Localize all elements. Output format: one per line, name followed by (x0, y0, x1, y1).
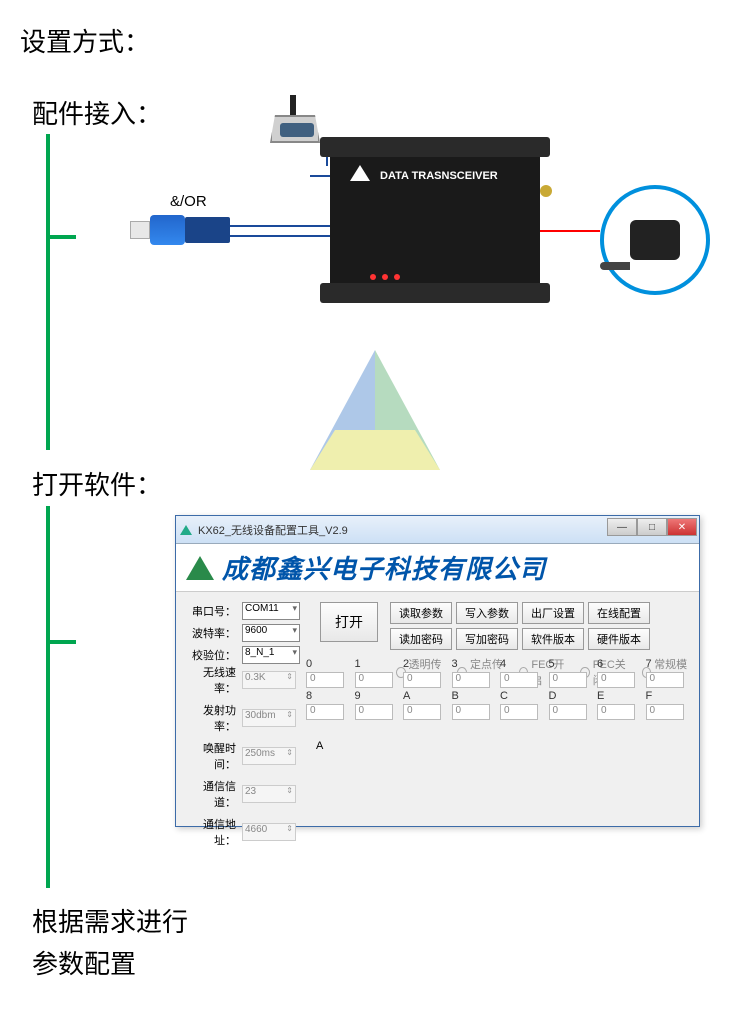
hex-h-1: 1 (355, 658, 396, 670)
select-channel[interactable]: 23 (242, 785, 296, 803)
flow-tick-2 (46, 640, 76, 644)
hex-cell[interactable]: 0 (500, 672, 538, 688)
hex-h-9: 9 (355, 690, 396, 702)
config-software-window: KX62_无线设备配置工具_V2.9 — □ ✕ 成都鑫兴电子科技有限公司 串口… (175, 515, 700, 827)
hardware-diagram: &/OR DATA TRASNSCEIVER (130, 135, 710, 335)
btn-factory[interactable]: 出厂设置 (522, 602, 584, 624)
select-com[interactable]: COM11 (242, 602, 300, 620)
btn-sw-ver[interactable]: 软件版本 (522, 628, 584, 650)
hex-cell[interactable]: 0 (355, 672, 393, 688)
open-button[interactable]: 打开 (320, 602, 378, 642)
step3-title-b: 参数配置 (32, 944, 136, 981)
hex-h-0: 0 (306, 658, 347, 670)
watermark-logo (290, 340, 460, 490)
hex-cell[interactable]: 0 (403, 672, 441, 688)
label-wakeup: 唤醒时间： (184, 740, 236, 772)
hex-cell[interactable]: 0 (403, 704, 441, 720)
hex-h-2: 2 (403, 658, 444, 670)
power-adapter (630, 220, 680, 260)
hex-h-F: F (646, 690, 687, 702)
select-tx-power[interactable]: 30dbm (242, 709, 296, 727)
hex-h-3: 3 (452, 658, 493, 670)
btn-hw-ver[interactable]: 硬件版本 (588, 628, 650, 650)
window-title: KX62_无线设备配置工具_V2.9 (198, 522, 348, 538)
hex-cell[interactable]: 0 (355, 704, 393, 720)
hex-cell[interactable]: 0 (646, 704, 684, 720)
power-line (540, 230, 600, 232)
hex-h-E: E (597, 690, 638, 702)
step3-title-a: 根据需求进行 (32, 902, 188, 939)
hex-cell[interactable]: 0 (306, 672, 344, 688)
select-addr[interactable]: 4660 (242, 823, 296, 841)
maximize-button[interactable]: □ (637, 518, 667, 536)
flow-tick-1 (46, 235, 76, 239)
btn-write-pwd[interactable]: 写加密码 (456, 628, 518, 650)
andor-label: &/OR (170, 193, 207, 210)
hex-cell[interactable]: 0 (452, 672, 490, 688)
hex-h-C: C (500, 690, 541, 702)
company-banner: 成都鑫兴电子科技有限公司 (176, 544, 699, 592)
btn-read-params[interactable]: 读取参数 (390, 602, 452, 624)
select-wakeup[interactable]: 250ms (242, 747, 296, 765)
hex-h-D: D (549, 690, 590, 702)
company-logo-icon (186, 556, 214, 580)
antenna-port (540, 185, 552, 197)
conn-serial-v (326, 156, 328, 166)
titlebar: KX62_无线设备配置工具_V2.9 — □ ✕ (176, 516, 699, 544)
flow-line-2 (46, 506, 50, 888)
main-title: 设置方式： (20, 22, 150, 59)
label-addr: 通信地址： (184, 816, 236, 848)
conn-usb-2 (230, 235, 332, 237)
hex-h-5: 5 (549, 658, 590, 670)
hex-cell[interactable]: 0 (549, 672, 587, 688)
hex-h-4: 4 (500, 658, 541, 670)
data-transceiver-device: DATA TRASNSCEIVER (330, 145, 540, 295)
step1-title: 配件接入： (32, 94, 162, 131)
label-baud: 波特率： (184, 625, 236, 641)
left-params: 无线速率：0.3K 发射功率：30dbm 唤醒时间：250ms 通信信道：23 … (184, 658, 296, 854)
select-air-rate[interactable]: 0.3K (242, 671, 296, 689)
minimize-button[interactable]: — (607, 518, 637, 536)
config-body: 串口号： COM11 波特率： 9600 校验位： 8_N_1 打开 读取参数 (176, 592, 699, 698)
app-icon (180, 525, 192, 535)
flow-line-1 (46, 134, 50, 450)
device-label: DATA TRASNSCEIVER (380, 170, 498, 182)
label-channel: 通信信道： (184, 778, 236, 810)
usb-rs485-adapter (130, 215, 230, 245)
hex-indicator-a: A (316, 740, 323, 752)
hex-cell[interactable]: 0 (549, 704, 587, 720)
hex-cell[interactable]: 0 (306, 704, 344, 720)
hex-h-A: A (403, 690, 444, 702)
hex-cell[interactable]: 0 (646, 672, 684, 688)
step2-title: 打开软件： (32, 465, 162, 502)
hex-h-6: 6 (597, 658, 638, 670)
btn-write-params[interactable]: 写入参数 (456, 602, 518, 624)
hex-cell[interactable]: 0 (597, 672, 635, 688)
close-button[interactable]: ✕ (667, 518, 697, 536)
hex-cell[interactable]: 0 (452, 704, 490, 720)
company-name: 成都鑫兴电子科技有限公司 (222, 549, 546, 586)
hex-h-B: B (452, 690, 493, 702)
label-air-rate: 无线速率： (184, 664, 236, 696)
conn-usb-1 (230, 225, 332, 227)
btn-read-pwd[interactable]: 读加密码 (390, 628, 452, 650)
hex-h-8: 8 (306, 690, 347, 702)
power-adapter-highlight (600, 185, 710, 295)
btn-online-config[interactable]: 在线配置 (588, 602, 650, 624)
hex-cell[interactable]: 0 (500, 704, 538, 720)
hex-h-7: 7 (646, 658, 687, 670)
select-baud[interactable]: 9600 (242, 624, 300, 642)
hex-cell[interactable]: 0 (597, 704, 635, 720)
label-tx-power: 发射功率： (184, 702, 236, 734)
label-com: 串口号： (184, 603, 236, 619)
